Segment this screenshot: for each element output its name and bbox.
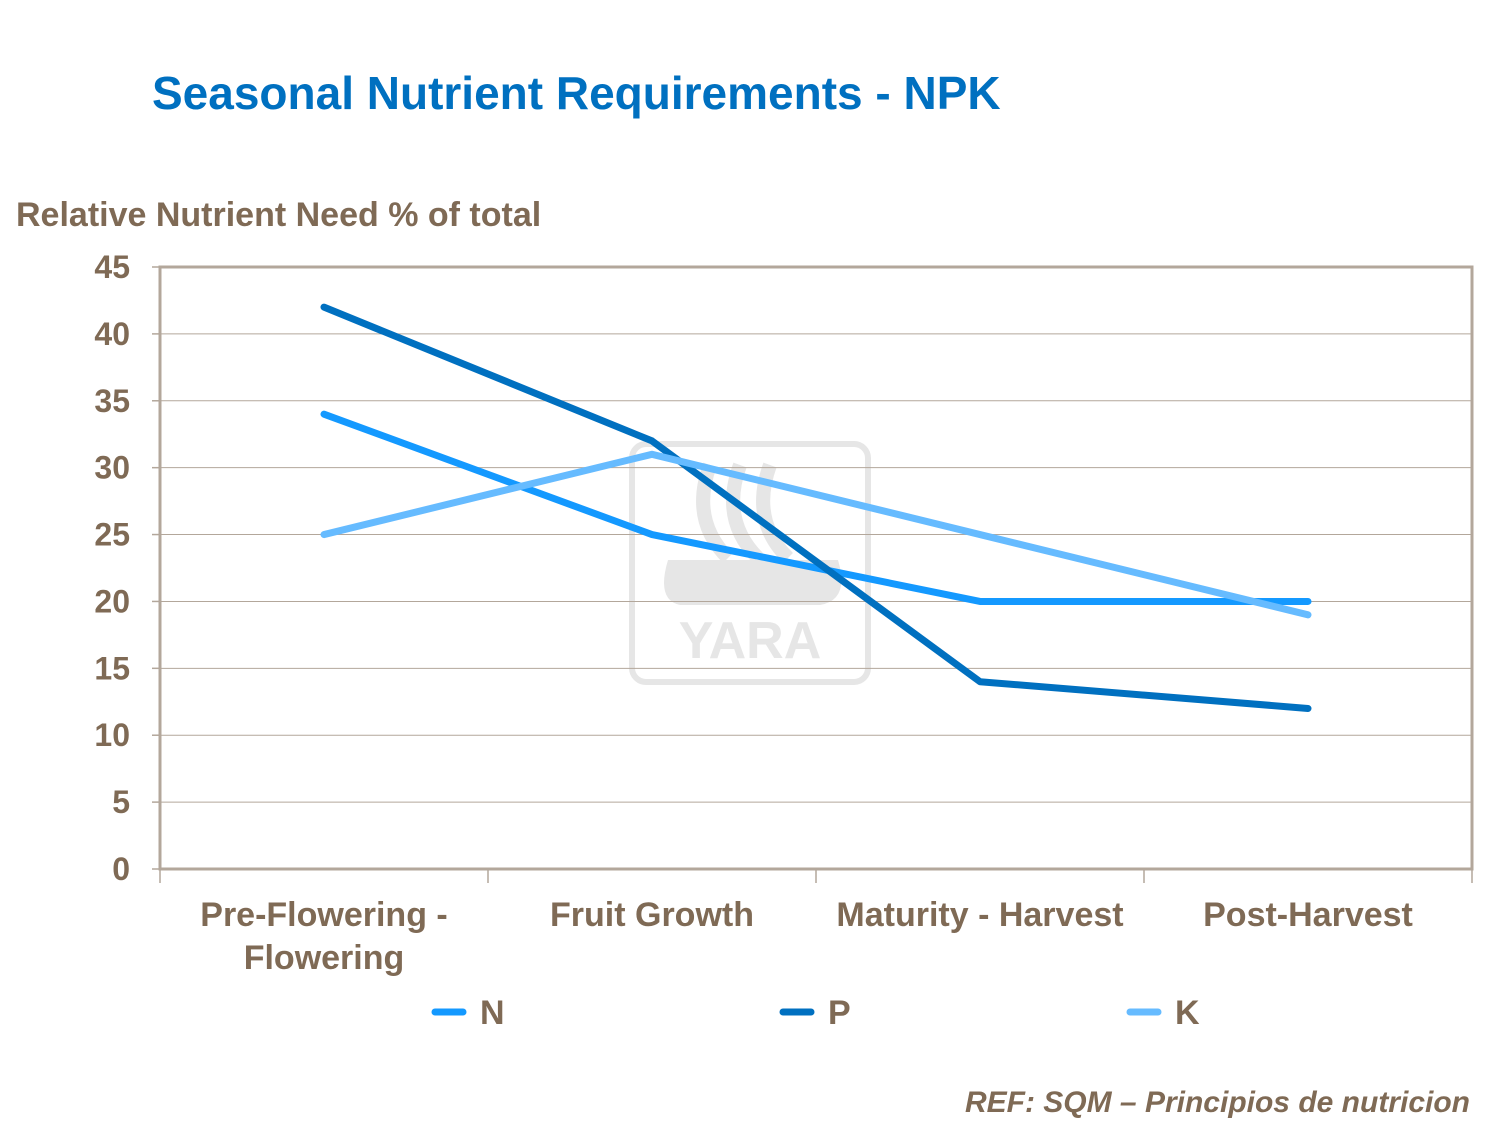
y-axis-label: Relative Nutrient Need % of total	[16, 196, 542, 234]
series-line-P	[320, 303, 1312, 712]
chart-title: Seasonal Nutrient Requirements - NPK	[152, 67, 1001, 119]
logo-ship-hull	[664, 560, 842, 605]
logo-frame	[629, 441, 871, 685]
legend-label-N: N	[480, 994, 505, 1032]
x-tick-label: Fruit Growth	[550, 896, 754, 934]
legend-label-K: K	[1175, 994, 1200, 1032]
y-tick-label: 20	[94, 583, 130, 619]
y-tick-label: 10	[94, 717, 130, 753]
y-tick-label: 40	[94, 316, 130, 352]
logo-sail	[756, 462, 794, 563]
reference-note: REF: SQM – Principios de nutricion	[964, 1086, 1470, 1119]
y-tick-label: 5	[112, 784, 130, 820]
x-tick-label: Maturity - Harvest	[836, 896, 1123, 934]
y-tick-label: 25	[94, 517, 130, 553]
y-tick-label: 30	[94, 450, 130, 486]
y-tick-label: 45	[94, 249, 130, 285]
y-tick-label: 35	[94, 383, 130, 419]
x-tick-label: Post-Harvest	[1203, 896, 1413, 934]
x-tick-label: Pre-Flowering -Flowering	[200, 896, 447, 977]
logo-text: YARA	[679, 612, 822, 670]
y-tick-label: 15	[94, 650, 130, 686]
series-line-N	[320, 410, 1312, 605]
series-line-K	[320, 450, 1312, 619]
y-tick-label: 0	[112, 851, 130, 887]
legend-label-P: P	[828, 994, 851, 1032]
